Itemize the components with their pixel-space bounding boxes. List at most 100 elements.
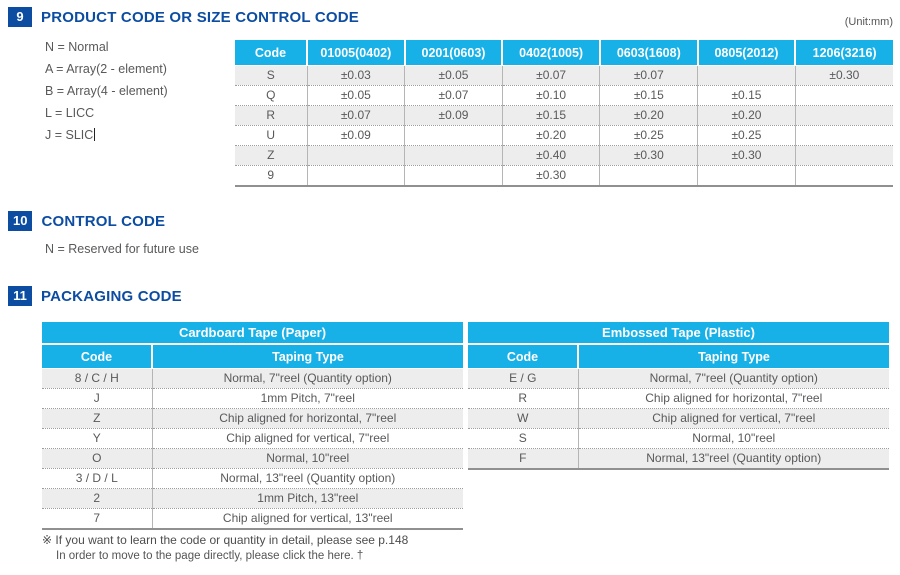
control-code-legend: N = Reserved for future use: [45, 242, 199, 256]
value-cell: ±0.07: [599, 65, 698, 86]
table-row: E / G Normal, 7"reel (Quantity option): [468, 368, 889, 389]
value-cell: [697, 65, 796, 86]
column-header: 0603(1608): [598, 40, 698, 66]
column-header: 01005(0402): [306, 40, 405, 66]
section-number-badge: 10: [8, 211, 33, 231]
value-cell: [306, 165, 405, 186]
column-header: 0805(2012): [696, 40, 796, 66]
value-cell: ±0.25: [697, 125, 796, 146]
section-control-code-heading: 10 CONTROL CODE: [8, 211, 165, 231]
value-cell: Normal, 7"reel (Quantity option): [577, 368, 889, 389]
value-cell: Normal, 13"reel (Quantity option): [577, 448, 889, 469]
table-row: S ±0.03 ±0.05 ±0.07 ±0.07 ±0.30: [235, 65, 893, 86]
value-cell: ±0.09: [404, 105, 503, 126]
table-row: Z ±0.40 ±0.30 ±0.30: [235, 145, 893, 166]
section-number-badge: 9: [8, 7, 32, 27]
section-title: PACKAGING CODE: [41, 287, 182, 305]
unit-label: (Unit:mm): [844, 16, 893, 28]
table-row: Q ±0.05 ±0.07 ±0.10 ±0.15 ±0.15: [235, 85, 893, 106]
value-cell: ±0.25: [599, 125, 698, 146]
value-cell: Chip aligned for vertical, 13"reel: [151, 508, 463, 529]
code-cell: O: [42, 448, 152, 469]
product-code-legend: N = Normal A = Array(2 - element) B = Ar…: [45, 36, 168, 146]
value-cell: Chip aligned for horizontal, 7"reel: [151, 408, 463, 429]
value-cell: ±0.09: [306, 125, 405, 146]
value-cell: ±0.05: [306, 85, 405, 106]
footnote-link-line[interactable]: In order to move to the page directly, p…: [56, 550, 364, 562]
section-title: CONTROL CODE: [41, 212, 166, 230]
table-header-row: Code Taping Type: [468, 343, 889, 369]
table-row: 9 ±0.30: [235, 165, 893, 186]
section-title: PRODUCT CODE OR SIZE CONTROL CODE: [41, 8, 360, 26]
value-cell: Chip aligned for vertical, 7"reel: [151, 428, 463, 449]
code-cell: 7: [42, 508, 152, 529]
value-cell: Normal, 10"reel: [577, 428, 889, 449]
value-cell: [794, 85, 893, 106]
code-cell: Q: [235, 85, 307, 106]
text-cursor: [94, 128, 96, 141]
value-cell: ±0.30: [794, 65, 893, 86]
value-cell: Chip aligned for horizontal, 7"reel: [577, 388, 889, 409]
column-header: 1206(3216): [794, 40, 893, 66]
table-title-row: Cardboard Tape (Paper): [42, 322, 463, 344]
value-cell: ±0.20: [697, 105, 796, 126]
code-cell: U: [235, 125, 307, 146]
column-header: 0402(1005): [501, 40, 600, 66]
column-header: Code: [468, 343, 578, 369]
column-header: Code: [235, 40, 307, 66]
code-cell: 8 / C / H: [42, 368, 152, 389]
code-cell: W: [468, 408, 578, 429]
code-cell: R: [468, 388, 578, 409]
value-cell: [794, 125, 893, 146]
table-title: Cardboard Tape (Paper): [42, 322, 463, 344]
legend-item: B = Array(4 - element): [45, 84, 168, 98]
value-cell: ±0.30: [599, 145, 698, 166]
value-cell: Chip aligned for vertical, 7"reel: [577, 408, 889, 429]
code-cell: Z: [42, 408, 152, 429]
code-cell: S: [468, 428, 578, 449]
value-cell: Normal, 10"reel: [151, 448, 463, 469]
value-cell: ±0.10: [501, 85, 600, 106]
value-cell: ±0.15: [599, 85, 698, 106]
value-cell: [404, 145, 503, 166]
table-row: 2 1mm Pitch, 13"reel: [42, 488, 463, 509]
code-cell: 3 / D / L: [42, 468, 152, 489]
column-header: Taping Type: [577, 343, 889, 369]
size-table-header-row: Code 01005(0402) 0201(0603) 0402(1005) 0…: [235, 40, 893, 66]
value-cell: ±0.15: [697, 85, 796, 106]
table-row: Z Chip aligned for horizontal, 7"reel: [42, 408, 463, 429]
value-cell: ±0.40: [501, 145, 600, 166]
value-cell: ±0.05: [404, 65, 503, 86]
value-cell: [404, 165, 503, 186]
value-cell: ±0.07: [306, 105, 405, 126]
column-header: 0201(0603): [403, 40, 503, 66]
legend-item: L = LICC: [45, 106, 95, 120]
value-cell: ±0.20: [599, 105, 698, 126]
table-row: R Chip aligned for horizontal, 7"reel: [468, 388, 889, 409]
value-cell: 1mm Pitch, 7"reel: [151, 388, 463, 409]
code-cell: F: [468, 448, 578, 469]
code-cell: Z: [235, 145, 307, 166]
value-cell: [794, 105, 893, 126]
size-control-table: Code 01005(0402) 0201(0603) 0402(1005) 0…: [235, 40, 893, 187]
value-cell: Normal, 7"reel (Quantity option): [151, 368, 463, 389]
table-title: Embossed Tape (Plastic): [468, 322, 889, 344]
table-row: J 1mm Pitch, 7"reel: [42, 388, 463, 409]
code-cell: Y: [42, 428, 152, 449]
value-cell: ±0.03: [306, 65, 405, 86]
value-cell: [599, 165, 698, 186]
value-cell: ±0.20: [501, 125, 600, 146]
value-cell: [697, 165, 796, 186]
value-cell: ±0.30: [697, 145, 796, 166]
code-cell: S: [235, 65, 307, 86]
value-cell: [306, 145, 405, 166]
value-cell: ±0.30: [501, 165, 600, 186]
section-number-badge: 11: [8, 286, 32, 306]
code-cell: E / G: [468, 368, 578, 389]
value-cell: Normal, 13"reel (Quantity option): [151, 468, 463, 489]
legend-item: A = Array(2 - element): [45, 62, 167, 76]
value-cell: [794, 165, 893, 186]
table-title-row: Embossed Tape (Plastic): [468, 322, 889, 344]
value-cell: ±0.07: [404, 85, 503, 106]
